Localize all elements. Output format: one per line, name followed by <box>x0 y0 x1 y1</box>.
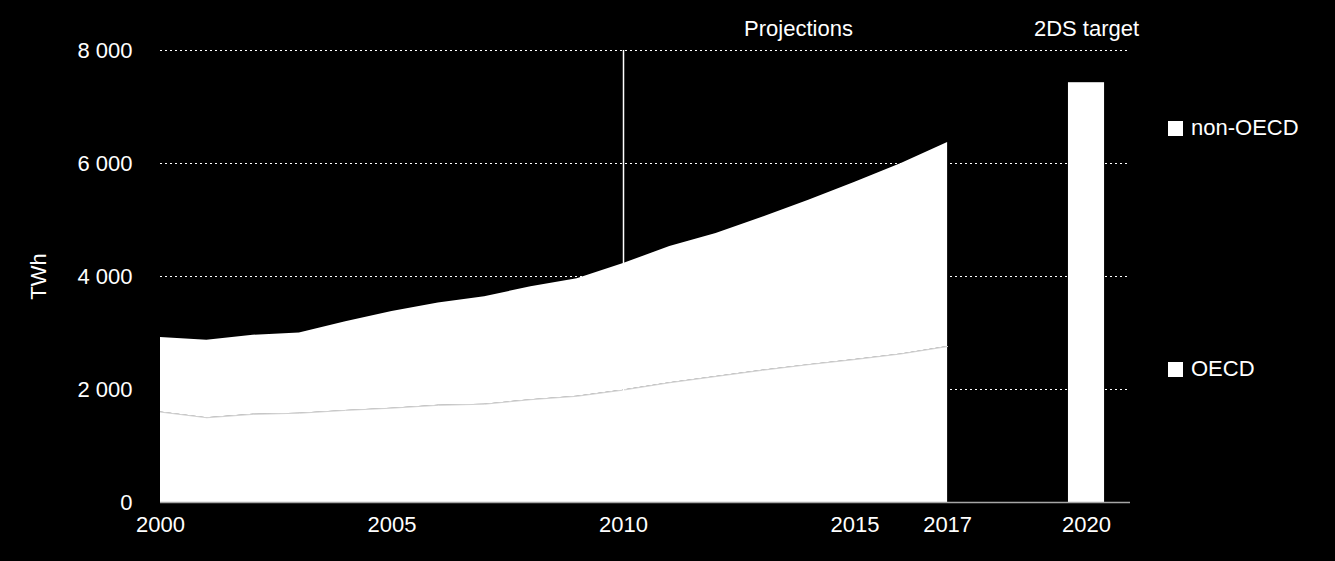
svg-text:Projections: Projections <box>744 16 853 41</box>
svg-text:2005: 2005 <box>368 512 417 537</box>
svg-text:2000: 2000 <box>136 512 185 537</box>
svg-text:2015: 2015 <box>831 512 880 537</box>
svg-text:TWh: TWh <box>26 253 51 299</box>
svg-text:6 000: 6 000 <box>77 151 132 176</box>
svg-text:4 000: 4 000 <box>77 264 132 289</box>
svg-text:0: 0 <box>120 490 132 515</box>
svg-text:2DS target: 2DS target <box>1034 16 1139 41</box>
html-text:non-OECD: non-OECD <box>1191 115 1299 140</box>
html-text:OECD: OECD <box>1191 356 1255 381</box>
svg-text:2017: 2017 <box>923 512 972 537</box>
svg-text:8 000: 8 000 <box>77 38 132 63</box>
svg-text:2010: 2010 <box>599 512 648 537</box>
svg-text:2020: 2020 <box>1062 512 1111 537</box>
svg-text:2 000: 2 000 <box>77 377 132 402</box>
